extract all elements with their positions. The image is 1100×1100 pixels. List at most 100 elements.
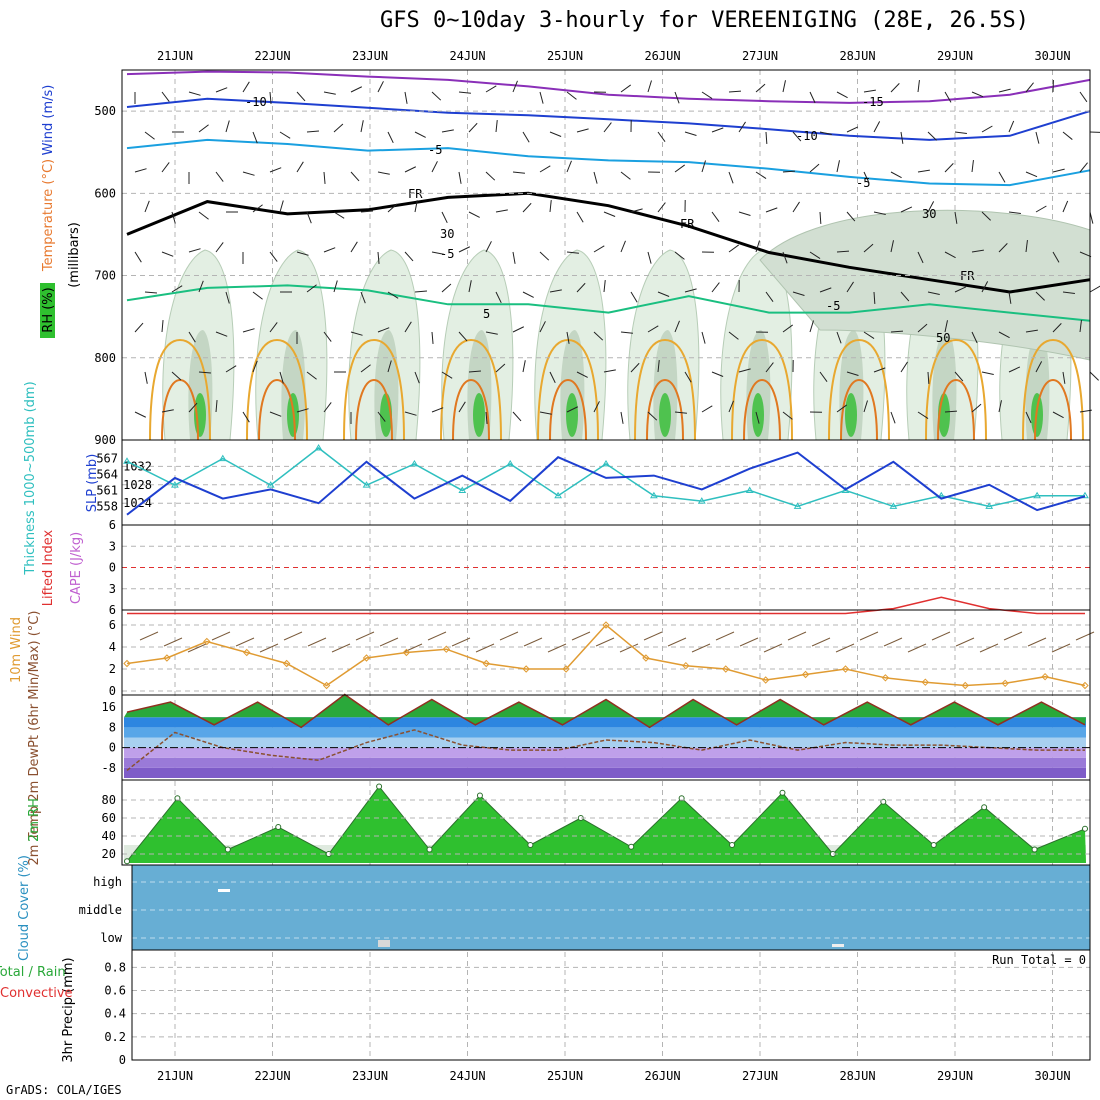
wind-barb [1052, 251, 1060, 263]
wind-barb [431, 407, 444, 413]
wind-barb [593, 171, 598, 184]
thickness-tick-label: 564 [96, 468, 118, 482]
wind-barb [657, 291, 670, 297]
dewpoint-line [126, 729, 1085, 771]
contour-label: FR [680, 217, 695, 231]
wind-barb [576, 128, 589, 133]
rh-area-high [659, 393, 671, 437]
wind-barb [792, 131, 802, 142]
wind-barb [981, 211, 991, 221]
wind-barb [927, 201, 935, 213]
wind-barb [458, 401, 466, 413]
contour-label: -5 [440, 247, 454, 261]
wind-barb [836, 331, 842, 344]
precip-tick-label: 0.6 [104, 984, 126, 998]
rh-marker [376, 783, 383, 790]
wind-barb [539, 251, 550, 261]
wind-barb [377, 327, 390, 333]
bottom-day-label: 23JUN [352, 1069, 388, 1083]
wind-barb [1008, 211, 1021, 214]
wind-barb [215, 242, 224, 253]
wind-barb [360, 364, 371, 373]
contour-label: -15 [862, 95, 884, 109]
wind-barb [846, 281, 854, 293]
wind-barb [900, 131, 904, 144]
wind10-barb [691, 643, 711, 653]
wind10-marker [522, 665, 530, 673]
wind-barb [711, 127, 724, 133]
wind10-barb [163, 637, 183, 647]
wind-barb [404, 321, 412, 333]
wind-barb [728, 331, 739, 340]
wind-barb [1079, 320, 1082, 333]
cape-axis-label: CAPE (J/kg) [69, 532, 84, 604]
wind-barb [738, 211, 751, 216]
wind10-marker [282, 659, 291, 668]
contour-5 [126, 284, 1091, 322]
wind-barb [603, 280, 606, 293]
wind-barb [252, 204, 263, 213]
wind-barb [755, 240, 760, 253]
wind-barb [377, 171, 390, 175]
rh-marker [426, 846, 433, 853]
slp-line [126, 451, 1086, 516]
wind-barb [279, 371, 284, 384]
wind-barb [350, 171, 360, 182]
wind-barb [728, 90, 742, 93]
wind-barb [890, 171, 902, 179]
wind10-barb [1051, 643, 1071, 653]
precip-total-legend: Total / Rain [0, 965, 66, 980]
precip-convective-legend: Convective [0, 986, 73, 1001]
wind-barb [1052, 411, 1064, 419]
rh-marker [1031, 846, 1038, 853]
bottom-day-label: 30JUN [1034, 1069, 1070, 1083]
bottom-day-label: 22JUN [254, 1069, 290, 1083]
wind-barb [161, 91, 170, 102]
wind-barb [765, 362, 774, 373]
bottom-day-label: 25JUN [547, 1069, 583, 1083]
wind-barb [495, 209, 508, 213]
wind-barb [404, 251, 414, 262]
wind-barb [458, 246, 471, 253]
wind-barb [630, 208, 643, 213]
wind-barb [225, 120, 230, 133]
thickness-marker [650, 491, 658, 499]
rh-marker [527, 842, 534, 848]
wind-barb [171, 371, 182, 381]
wind-barb [927, 291, 940, 295]
chart-title: GFS 0~10day 3-hourly for VEREENIGING (28… [380, 8, 1030, 33]
wind-barb [765, 131, 768, 145]
pressure-tick-label: 700 [94, 269, 116, 283]
wind10-barb [715, 631, 735, 641]
wind10-barb [451, 637, 471, 647]
wind10-barb [859, 631, 879, 641]
wind-barb [566, 91, 577, 100]
wind-barb [755, 83, 766, 93]
wind-barb [161, 162, 170, 173]
cloud-layer-label: middle [79, 903, 122, 917]
wind-barb [269, 251, 278, 262]
wind-barb [512, 171, 525, 174]
wind-barb [1035, 131, 1040, 144]
rh-area-high [845, 393, 857, 437]
wind-barb [1008, 120, 1015, 133]
wind-barb [441, 211, 448, 224]
wind-barb [225, 291, 230, 304]
wind-barb [755, 411, 760, 424]
contour-label: -5 [826, 299, 840, 313]
precip-tick-label: 0.2 [104, 1030, 126, 1044]
wind-barb [863, 400, 868, 413]
wind-barb [549, 131, 562, 137]
wind-barb [1025, 329, 1038, 333]
wind10-marker [442, 645, 451, 653]
rh-marker [124, 858, 130, 865]
wind-barb [998, 400, 1002, 413]
thickness-marker [171, 481, 179, 488]
wind-barb [593, 401, 600, 413]
wind10-marker [761, 676, 770, 684]
wind-tick-label: 2 [109, 662, 116, 676]
wind-barb [863, 171, 870, 184]
wind-barb [323, 247, 336, 253]
wind10-barb [667, 637, 687, 647]
wind-barb [323, 91, 336, 95]
